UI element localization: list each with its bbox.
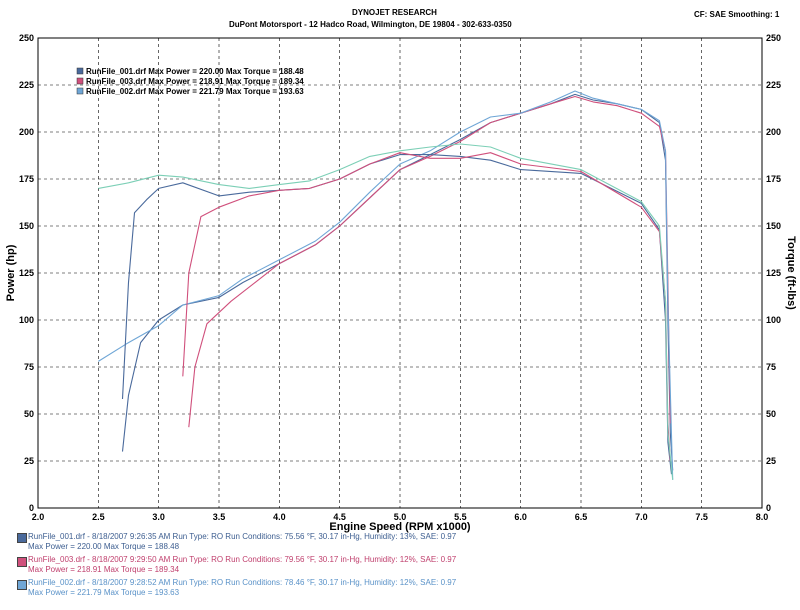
x-tick-label: 7.0 bbox=[635, 512, 648, 522]
run-info-002-line2: Max Power = 221.79 Max Torque = 193.63 bbox=[28, 588, 180, 597]
x-tick-label: 3.0 bbox=[152, 512, 165, 522]
run-info-002-line1: RunFile_002.drf - 8/18/2007 9:28:52 AM R… bbox=[28, 578, 457, 587]
legend-entry-run003: RunFile_003.drf Max Power = 218.91 Max T… bbox=[86, 77, 304, 86]
y2-tick-label: 0 bbox=[766, 503, 771, 513]
chart-title: DYNOJET RESEARCH bbox=[352, 8, 437, 17]
y-axis-label: Power (hp) bbox=[5, 244, 17, 301]
y2-tick-label: 75 bbox=[766, 362, 776, 372]
y2-tick-label: 125 bbox=[766, 268, 781, 278]
y2-tick-label: 175 bbox=[766, 174, 781, 184]
y2-tick-label: 200 bbox=[766, 127, 781, 137]
y-tick-label: 150 bbox=[19, 221, 34, 231]
y-tick-label: 175 bbox=[19, 174, 34, 184]
x-tick-label: 4.0 bbox=[273, 512, 286, 522]
legend-swatch-run002 bbox=[76, 87, 84, 95]
run-info-001-line1: RunFile_001.drf - 8/18/2007 9:26:35 AM R… bbox=[28, 532, 457, 541]
run-info-003-line1: RunFile_003.drf - 8/18/2007 9:29:50 AM R… bbox=[28, 555, 457, 564]
x-tick-label: 8.0 bbox=[756, 512, 769, 522]
y-tick-labels: 0 25 50 75 100 125 150 175 200 225 250 bbox=[19, 33, 34, 513]
run-swatch-002 bbox=[17, 580, 27, 590]
x-tick-label: 3.5 bbox=[213, 512, 226, 522]
run-info-001-line2: Max Power = 220.00 Max Torque = 188.48 bbox=[28, 542, 180, 551]
x-tick-label: 2.5 bbox=[92, 512, 105, 522]
x-tick-label: 6.5 bbox=[575, 512, 588, 522]
run-swatch-003 bbox=[17, 557, 27, 567]
legend-entry-run001: RunFile_001.drf Max Power = 220.00 Max T… bbox=[86, 67, 304, 76]
legend-swatch-run003 bbox=[76, 77, 84, 85]
x-tick-label: 5.0 bbox=[394, 512, 407, 522]
y2-tick-label: 225 bbox=[766, 80, 781, 90]
chart-subtitle: DuPont Motorsport - 12 Hadco Road, Wilmi… bbox=[229, 20, 512, 29]
legend-entry-run002: RunFile_002.drf Max Power = 221.79 Max T… bbox=[86, 87, 304, 96]
y-tick-label: 50 bbox=[24, 409, 34, 419]
run-swatch-001 bbox=[17, 533, 27, 543]
y-tick-label: 25 bbox=[24, 456, 34, 466]
run-info-003-line2: Max Power = 218.91 Max Torque = 189.34 bbox=[28, 565, 180, 574]
series-line-runfile-003-power bbox=[188, 95, 671, 428]
series-line-runfile-003-torque bbox=[182, 152, 671, 462]
series-line-runfile-002-torque bbox=[98, 143, 674, 480]
y-tick-label: 250 bbox=[19, 33, 34, 43]
y-tick-label: 100 bbox=[19, 315, 34, 325]
series-line-runfile-002-power bbox=[98, 90, 674, 480]
y2-tick-label: 100 bbox=[766, 315, 781, 325]
y2-tick-label: 50 bbox=[766, 409, 776, 419]
correction-settings: CF: SAE Smoothing: 1 bbox=[694, 10, 780, 19]
x-axis-label: Engine Speed (RPM x1000) bbox=[329, 521, 471, 533]
x-tick-label: 7.5 bbox=[695, 512, 708, 522]
y-tick-label: 225 bbox=[19, 80, 34, 90]
y-tick-label: 200 bbox=[19, 127, 34, 137]
y2-tick-labels: 0 25 50 75 100 125 150 175 200 225 250 bbox=[766, 33, 781, 513]
x-tick-label: 5.5 bbox=[454, 512, 467, 522]
y2-tick-label: 25 bbox=[766, 456, 776, 466]
x-tick-labels: 2.0 2.5 3.0 3.5 4.0 4.5 5.0 5.5 6.0 6.5 7.0 7.5 8.0 bbox=[32, 512, 769, 522]
y-tick-label: 75 bbox=[24, 362, 34, 372]
y-tick-label: 125 bbox=[19, 268, 34, 278]
y2-tick-label: 250 bbox=[766, 33, 781, 43]
y2-axis-label: Torque (ft-lbs) bbox=[785, 236, 797, 310]
y-tick-label: 0 bbox=[29, 503, 34, 513]
legend: RunFile_001.drf Max Power = 220.00 Max T… bbox=[76, 67, 304, 96]
series-lines bbox=[98, 90, 674, 480]
x-tick-label: 2.0 bbox=[32, 512, 45, 522]
legend-swatch-run001 bbox=[76, 67, 84, 75]
x-tick-label: 4.5 bbox=[333, 512, 346, 522]
x-tick-label: 6.0 bbox=[514, 512, 527, 522]
y2-tick-label: 150 bbox=[766, 221, 781, 231]
